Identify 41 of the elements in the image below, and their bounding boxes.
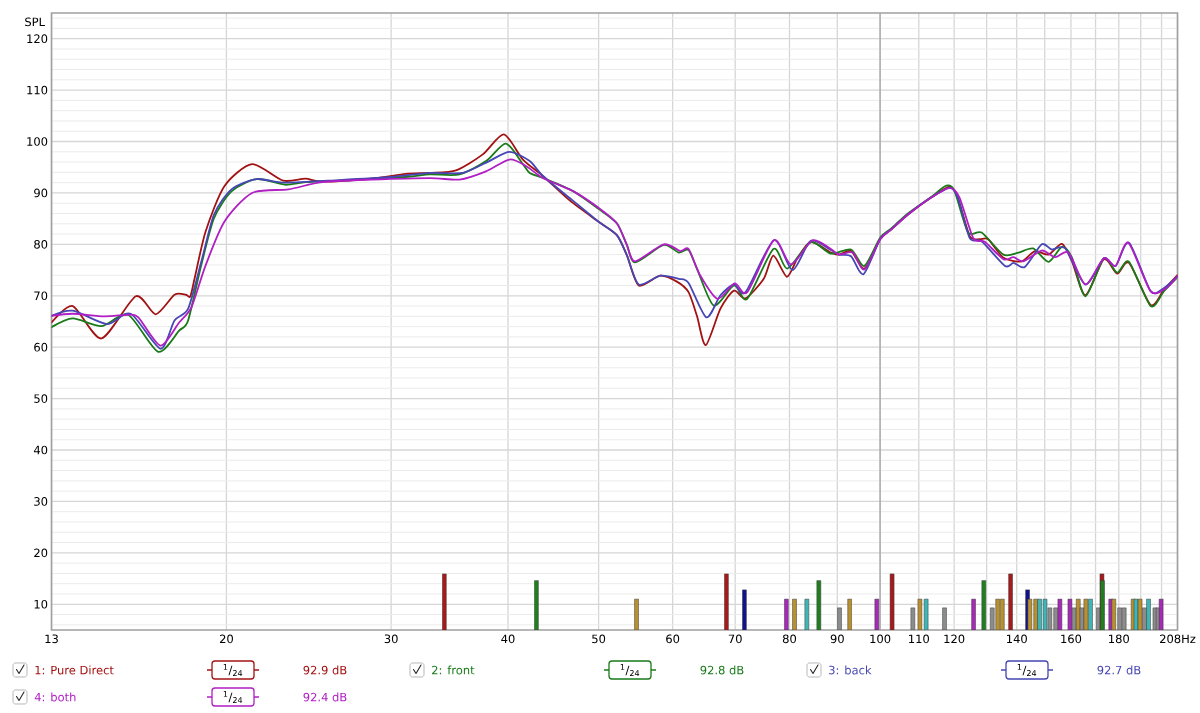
x-tick-label: 60 xyxy=(666,634,680,644)
x-tick-label: 80 xyxy=(782,634,797,644)
x-tick-label: 110 xyxy=(909,634,929,644)
x-tick-label: 13 xyxy=(45,634,58,644)
text: $^{1}$/$_{24}$ xyxy=(1017,663,1037,677)
y-tick-label: 110 xyxy=(27,85,48,95)
y-tick-label: 50 xyxy=(34,394,48,403)
text: 92.4 dB xyxy=(303,692,347,702)
x-tick-label: 208Hz xyxy=(1160,634,1196,644)
y-axis-title: SPL xyxy=(25,17,45,27)
text: $^{1}$/$_{24}$ xyxy=(223,690,243,704)
y-tick-label: 100 xyxy=(27,137,48,146)
y-tick-label: 120 xyxy=(27,34,48,44)
x-tick-label: 140 xyxy=(1007,634,1027,644)
x-tick-label: 160 xyxy=(1061,634,1082,644)
x-tick-label: 50 xyxy=(592,634,606,644)
text: 1: Pure Direct xyxy=(35,665,114,675)
text: $^{1}$/$_{24}$ xyxy=(223,663,243,677)
x-tick-label: 20 xyxy=(219,634,233,644)
y-tick-label: 30 xyxy=(34,497,48,506)
text: 92.7 dB xyxy=(1097,665,1141,675)
text: $^{1}$/$_{24}$ xyxy=(620,663,640,677)
text: 92.9 dB xyxy=(303,665,347,675)
x-tick-label: 40 xyxy=(501,634,515,644)
text: 92.8 dB xyxy=(700,665,744,675)
x-tick-label: 90 xyxy=(830,634,844,644)
y-tick-label: 90 xyxy=(34,188,48,198)
y-tick-label: 20 xyxy=(34,548,48,558)
y-tick-label: 10 xyxy=(34,599,48,609)
y-tick-label: 80 xyxy=(34,240,48,249)
y-tick-label: 60 xyxy=(34,342,48,352)
x-tick-label: 180 xyxy=(1109,634,1129,644)
y-tick-label: 40 xyxy=(33,445,48,455)
x-tick-label: 70 xyxy=(728,634,742,644)
text: 3: back xyxy=(829,665,872,675)
x-tick-label: 100 xyxy=(870,634,891,644)
text: 2: front xyxy=(432,665,475,675)
y-tick-label: 70 xyxy=(34,291,48,301)
text: 4: both xyxy=(34,692,76,702)
x-tick-label: 30 xyxy=(384,634,398,644)
x-tick-label: 120 xyxy=(944,634,965,644)
